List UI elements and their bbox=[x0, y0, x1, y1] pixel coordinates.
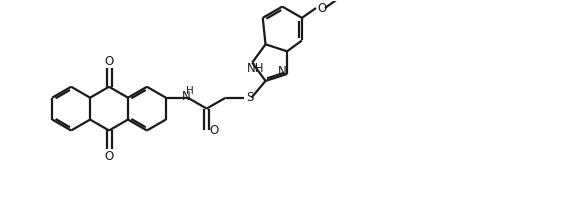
Text: S: S bbox=[246, 91, 253, 104]
Text: NH: NH bbox=[247, 62, 264, 75]
Text: O: O bbox=[105, 55, 114, 68]
Text: O: O bbox=[105, 149, 114, 163]
Text: O: O bbox=[209, 124, 219, 137]
Text: O: O bbox=[317, 2, 327, 14]
Text: N: N bbox=[182, 90, 191, 103]
Text: N: N bbox=[277, 65, 287, 78]
Text: H: H bbox=[186, 86, 193, 96]
